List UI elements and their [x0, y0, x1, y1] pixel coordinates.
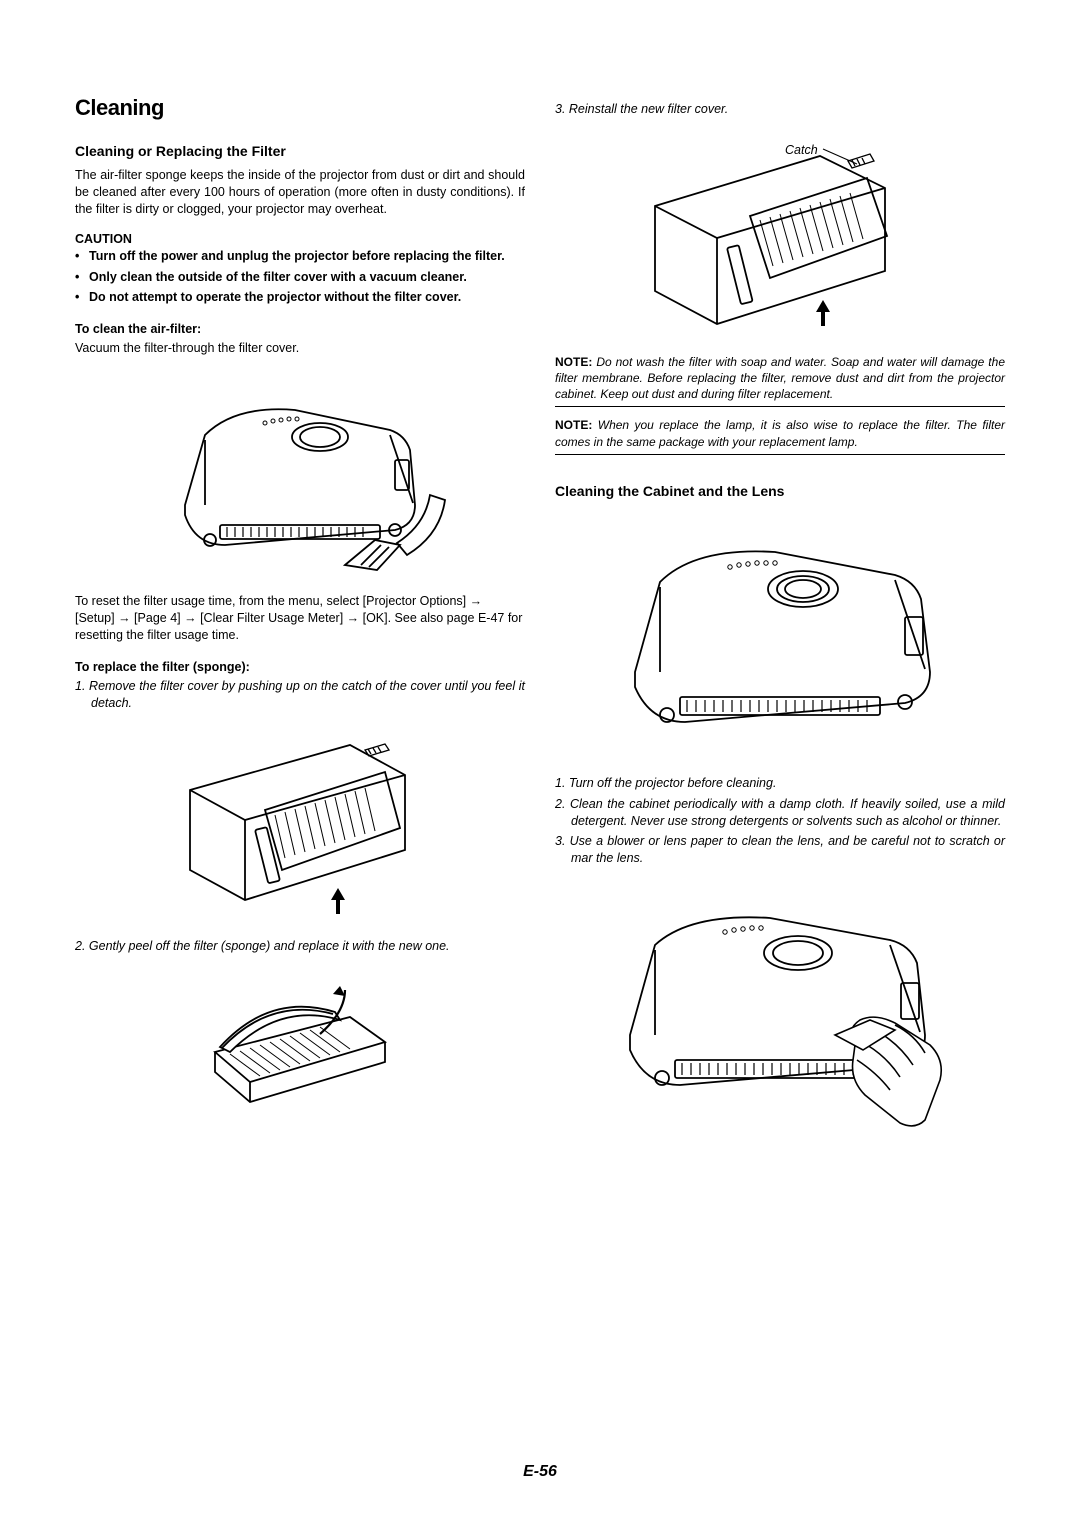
lens-step-2: 2. Clean the cabinet periodically with a…: [555, 796, 1005, 830]
note-1-label: NOTE:: [555, 355, 592, 369]
clean-text: Vacuum the filter-through the filter cov…: [75, 340, 525, 357]
left-column: Cleaning Cleaning or Replacing the Filte…: [75, 95, 525, 1153]
caution-bullets: Turn off the power and unplug the projec…: [75, 248, 525, 307]
right-column: 3. Reinstall the new filter cover. Catch: [555, 95, 1005, 1153]
note-1-text: Do not wash the filter with soap and wat…: [555, 355, 1005, 401]
step-1: 1. Remove the filter cover by pushing up…: [75, 678, 525, 712]
clean-heading: To clean the air-filter:: [75, 322, 525, 336]
page-number: E-56: [0, 1463, 1080, 1481]
section-cabinet-heading: Cleaning the Cabinet and the Lens: [555, 483, 1005, 499]
figure-remove-cover: [75, 730, 525, 920]
figure-peel-sponge: [75, 972, 525, 1122]
caution-label: CAUTION: [75, 232, 525, 246]
note-2: NOTE: When you replace the lamp, it is a…: [555, 417, 1005, 454]
lens-step-3: 3. Use a blower or lens paper to clean t…: [555, 833, 1005, 867]
step-2: 2. Gently peel off the filter (sponge) a…: [75, 938, 525, 955]
page-title: Cleaning: [75, 95, 525, 121]
bullet-3: Do not attempt to operate the projector …: [75, 289, 525, 306]
step-3: 3. Reinstall the new filter cover.: [555, 101, 1005, 118]
note-1: NOTE: Do not wash the filter with soap a…: [555, 354, 1005, 408]
note-2-label: NOTE:: [555, 418, 592, 432]
bullet-1: Turn off the power and unplug the projec…: [75, 248, 525, 265]
intro-text: The air-filter sponge keeps the inside o…: [75, 167, 525, 218]
figure-projector-wipe: [555, 885, 1005, 1135]
bullet-2: Only clean the outside of the filter cov…: [75, 269, 525, 286]
figure-projector-vacuum: [75, 375, 525, 575]
replace-heading: To replace the filter (sponge):: [75, 660, 525, 674]
reset-text: To reset the filter usage time, from the…: [75, 593, 525, 644]
note-2-text: When you replace the lamp, it is also wi…: [555, 418, 1005, 448]
figure-projector-front: [555, 517, 1005, 757]
section-filter-heading: Cleaning or Replacing the Filter: [75, 143, 525, 159]
figure-reinstall-cover: Catch: [555, 136, 1005, 336]
catch-label: Catch: [785, 143, 818, 157]
lens-step-1: 1. Turn off the projector before cleanin…: [555, 775, 1005, 792]
